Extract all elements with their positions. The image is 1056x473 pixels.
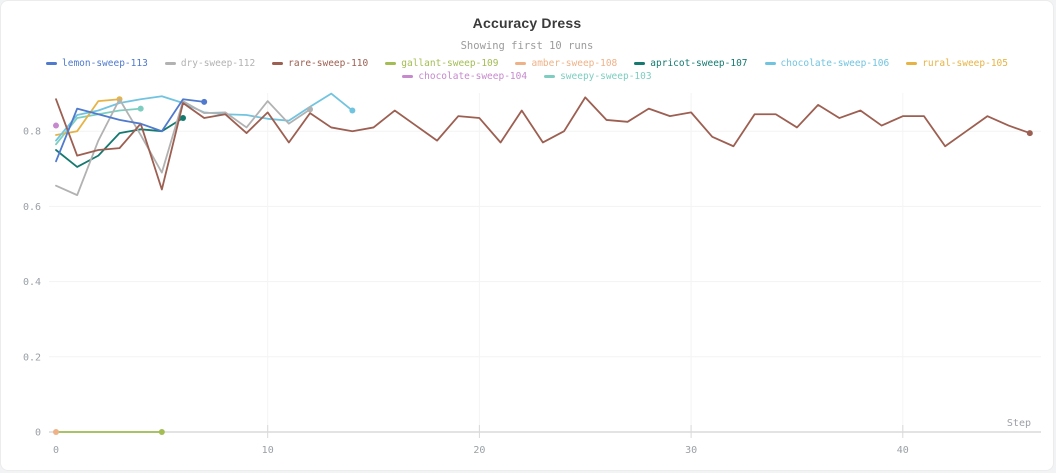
- svg-text:10: 10: [262, 445, 274, 456]
- series-lemon-sweep-113[interactable]: [55, 98, 208, 163]
- legend-item-sweepy-sweep-103[interactable]: sweepy-sweep-103: [544, 71, 652, 82]
- svg-text:40: 40: [897, 445, 909, 456]
- legend-row-1: lemon-sweep-113 dry-sweep-112 rare-sweep-1…: [1, 57, 1053, 70]
- legend-label: chocolate-sweep-106: [780, 58, 890, 69]
- svg-text:0.2: 0.2: [23, 352, 41, 363]
- legend-row-2: chocolate-sweep-104 sweepy-sweep-103: [1, 70, 1053, 83]
- legend-label: rural-sweep-105: [922, 58, 1008, 69]
- svg-text:0.4: 0.4: [23, 277, 41, 288]
- series-end-dot[interactable]: [180, 115, 187, 122]
- legend-label: rare-sweep-110: [288, 58, 369, 69]
- x-axis-ticks: [267, 425, 904, 438]
- svg-text:0.6: 0.6: [23, 202, 41, 213]
- legend-item-gallant-sweep-109[interactable]: gallant-sweep-109: [385, 58, 498, 69]
- series-end-dot[interactable]: [137, 105, 144, 112]
- legend-swatch: [164, 62, 176, 65]
- legend-swatch: [544, 75, 556, 78]
- legend-item-lemon-sweep-113[interactable]: lemon-sweep-113: [46, 58, 148, 69]
- svg-text:30: 30: [685, 445, 697, 456]
- y-axis-labels: 0 0.2 0.4 0.6 0.8: [23, 127, 41, 439]
- legend-label: gallant-sweep-109: [401, 58, 499, 69]
- svg-text:0: 0: [35, 428, 41, 439]
- series-end-dot[interactable]: [158, 429, 165, 435]
- legend-label: apricot-sweep-107: [650, 58, 748, 69]
- x-axis-title: Step: [1007, 418, 1031, 429]
- legend-swatch: [402, 75, 414, 78]
- x-axis-labels: 0 10 20 30 40: [53, 445, 909, 456]
- series-dry-sweep-112[interactable]: [55, 98, 314, 197]
- legend-item-amber-sweep-108[interactable]: amber-sweep-108: [515, 58, 617, 69]
- legend-item-chocolate-sweep-106[interactable]: chocolate-sweep-106: [764, 58, 890, 69]
- legend-item-apricot-sweep-107[interactable]: apricot-sweep-107: [634, 58, 748, 69]
- series-chocolate-sweep-104[interactable]: [53, 122, 59, 129]
- svg-text:0.8: 0.8: [23, 127, 41, 138]
- legend-swatch: [46, 62, 58, 65]
- legend-item-dry-sweep-112[interactable]: dry-sweep-112: [164, 58, 256, 69]
- series-end-dot[interactable]: [1026, 130, 1033, 137]
- legend-swatch: [764, 62, 776, 65]
- svg-text:0: 0: [53, 445, 59, 456]
- series-end-dot[interactable]: [349, 107, 356, 114]
- svg-text:20: 20: [473, 445, 485, 456]
- legend-swatch: [272, 62, 284, 65]
- series-end-dot[interactable]: [53, 122, 59, 129]
- legend-label: dry-sweep-112: [180, 58, 256, 69]
- legend-swatch: [906, 62, 918, 65]
- series-end-dot[interactable]: [307, 106, 314, 113]
- legend-item-rare-sweep-110[interactable]: rare-sweep-110: [272, 58, 368, 69]
- legend-label: amber-sweep-108: [531, 58, 618, 69]
- series-amber-sweep-108[interactable]: [53, 429, 59, 435]
- gridlines: [49, 93, 1041, 431]
- series-gallant-sweep-109[interactable]: [55, 429, 165, 435]
- series-end-dot[interactable]: [201, 98, 208, 105]
- legend-swatch: [634, 62, 646, 65]
- legend: lemon-sweep-113 dry-sweep-112 rare-sweep-1…: [1, 57, 1053, 83]
- legend-item-chocolate-sweep-104[interactable]: chocolate-sweep-104: [402, 71, 527, 82]
- legend-swatch: [515, 62, 527, 65]
- series-end-dot[interactable]: [53, 429, 59, 435]
- series-rare-sweep-110[interactable]: [55, 96, 1033, 191]
- legend-label: lemon-sweep-113: [62, 58, 148, 69]
- legend-swatch: [385, 62, 397, 65]
- legend-label: sweepy-sweep-103: [560, 71, 652, 82]
- legend-label: chocolate-sweep-104: [418, 71, 528, 82]
- legend-item-rural-sweep-105[interactable]: rural-sweep-105: [906, 58, 1008, 69]
